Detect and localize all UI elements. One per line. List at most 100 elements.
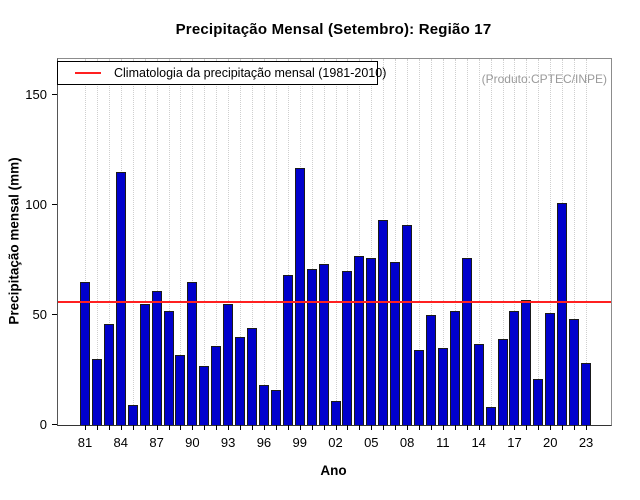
bar [545, 313, 556, 425]
bar [294, 168, 305, 425]
gridline [96, 59, 98, 425]
bar [139, 304, 150, 425]
x-tick [216, 425, 218, 430]
x-tick [419, 425, 421, 430]
x-tick [454, 425, 456, 430]
x-tick [574, 425, 576, 430]
bar [103, 324, 114, 425]
bar [425, 315, 436, 425]
gridline [323, 59, 325, 425]
gridline [240, 59, 242, 425]
bar [318, 264, 329, 425]
x-tick-label: 02 [328, 435, 343, 450]
x-tick [287, 425, 289, 430]
y-tick-label: 0 [39, 417, 47, 432]
x-tick [383, 425, 385, 430]
x-tick [407, 425, 409, 430]
x-tick [299, 425, 301, 430]
gridline [85, 59, 86, 425]
product-annotation: (Produto:CPTEC/INPE) [481, 72, 607, 86]
bar [449, 311, 460, 425]
bar [509, 311, 520, 425]
bar [473, 344, 484, 425]
gridline [514, 59, 516, 425]
gridline [526, 59, 528, 425]
bar [557, 203, 568, 425]
x-tick [442, 425, 444, 430]
gridline [478, 59, 480, 425]
x-tick [311, 425, 313, 430]
x-tick [538, 425, 540, 430]
bar [235, 337, 246, 425]
bar [569, 319, 580, 425]
gridline [550, 59, 552, 425]
x-tick [108, 425, 110, 430]
x-tick [180, 425, 182, 430]
bar [342, 271, 353, 425]
gridline [574, 59, 576, 425]
x-tick [120, 425, 122, 430]
x-tick [478, 425, 480, 430]
gridline [371, 59, 373, 425]
gridline [311, 59, 313, 425]
x-tick [430, 425, 432, 430]
gridline [168, 59, 170, 425]
x-tick [144, 425, 146, 430]
bar [175, 355, 186, 425]
x-tick [371, 425, 373, 430]
bar [497, 339, 508, 425]
y-tick [52, 94, 57, 95]
bar [247, 328, 258, 425]
y-tick-label: 150 [25, 87, 47, 102]
gridline [347, 59, 349, 425]
bar [378, 220, 389, 425]
gridline [144, 59, 146, 425]
x-tick [323, 425, 325, 430]
x-tick [359, 425, 361, 430]
bar [199, 366, 210, 425]
x-tick [347, 425, 349, 430]
x-tick-label: 99 [292, 435, 307, 450]
x-tick [514, 425, 516, 430]
gridline [263, 59, 265, 425]
x-tick [156, 425, 158, 430]
y-tick [52, 204, 57, 205]
bar [485, 407, 496, 425]
bar [354, 256, 365, 425]
bar [330, 401, 341, 425]
bar [258, 385, 269, 425]
gridline [252, 59, 254, 425]
bar [461, 258, 472, 425]
y-tick [52, 424, 57, 425]
y-tick-label: 100 [25, 197, 47, 212]
x-tick-label: 96 [256, 435, 272, 450]
x-tick-label: 05 [364, 435, 379, 450]
bar [211, 346, 222, 425]
x-tick [550, 425, 552, 430]
gridline [442, 59, 444, 425]
x-tick [252, 425, 254, 430]
x-tick [240, 425, 242, 430]
gridline [156, 59, 158, 425]
gridline [502, 59, 504, 425]
y-tick [52, 314, 57, 315]
bar [581, 363, 592, 425]
bar [127, 405, 138, 425]
gridline [466, 59, 468, 425]
x-tick-label: 90 [185, 435, 200, 450]
x-axis-title: Ano [320, 463, 347, 478]
gridline [359, 59, 361, 425]
gridline [454, 59, 456, 425]
x-tick-label: 93 [220, 435, 236, 450]
x-tick [502, 425, 504, 430]
climatology-line [58, 301, 611, 303]
bar [270, 390, 281, 425]
x-tick-label: 87 [149, 435, 164, 450]
gridline [192, 59, 194, 425]
gridline [132, 59, 134, 425]
x-tick [96, 425, 98, 430]
x-tick [562, 425, 564, 430]
x-tick [168, 425, 170, 430]
plot-area: (Produto:CPTEC/INPE) [57, 58, 612, 426]
